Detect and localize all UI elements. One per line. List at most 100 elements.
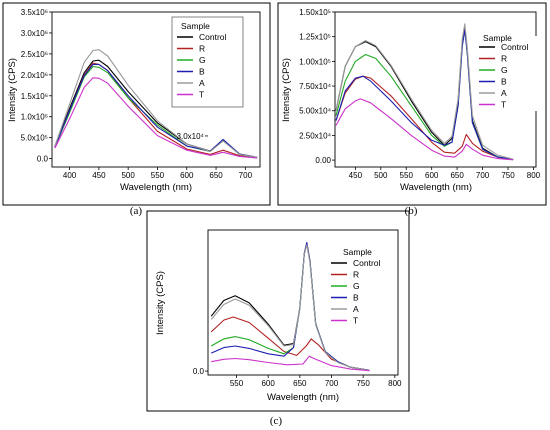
panel-c-x-tick-label: 800: [388, 379, 402, 388]
panel-a-legend-title: Sample: [181, 21, 210, 31]
panel-c-x-axis: 550 600 650 700 750 800: [230, 375, 402, 388]
panel-a-caption: (a): [130, 205, 143, 217]
panel-b-x-tick-label: 800: [527, 171, 541, 180]
panel-c-legend-label-control: Control: [353, 258, 381, 268]
panel-b-legend-title: Sample: [483, 33, 512, 43]
panel-a-y-tick-label: 2.0x10⁶: [21, 71, 48, 80]
panel-c-legend-label-r: R: [353, 270, 359, 280]
panel-c-x-tick-label: 600: [261, 379, 275, 388]
panel-b-x-axis: 450 500 550 600 650 700 750 800: [349, 167, 541, 180]
panel-a-y-axis: 0.0 5.0x10⁵ 1.0x10⁶ 1.5x10⁶ 2.0x10⁶ 2.5x10⁶ 3.…: [21, 8, 52, 164]
panel-a-series-b-line: [54, 63, 258, 158]
panel-b-x-tick-label: 650: [450, 171, 464, 180]
panel-a-legend-label-g: G: [199, 55, 206, 65]
panel-b-x-tick-label: 500: [374, 171, 388, 180]
panel-b-y-axis: 0.00 2.50x10⁴ 5.00x10⁴ 7.50x10⁴ 1.00x10⁵ 1.25…: [299, 8, 335, 165]
panel-c-x-tick-label: 750: [356, 379, 370, 388]
panel-b-legend-label-t: T: [501, 100, 506, 110]
panel-b-chart: 450 500 550 600 650 700 750 800 0.00 2.50x10⁴ 5.0…: [281, 8, 544, 217]
panel-b-x-tick-label: 550: [400, 171, 414, 180]
panel-b-legend-label-g: G: [501, 65, 508, 75]
panel-b-x-axis-label: Wavelength (nm): [400, 182, 472, 193]
panel-c-series-r-line: [210, 316, 370, 371]
panel-a-y-tick-label: 0.0: [37, 155, 49, 164]
panel-a-legend-label-r: R: [199, 44, 205, 54]
panel-a-y-tick-label: 1.5x10⁶: [21, 92, 48, 101]
panel-b-y-tick-label: 5.00x10⁴: [299, 107, 331, 116]
panel-b-series: [335, 23, 514, 161]
panel-a-x-tick-label: 550: [151, 171, 165, 180]
panel-b-y-tick-label: 1.00x10⁵: [299, 57, 331, 66]
panel-a-legend-label-control: Control: [199, 32, 227, 42]
panel-b-y-tick-label: 7.50x10⁴: [299, 82, 331, 91]
panel-c-legend-label-g: G: [353, 281, 360, 291]
panel-a-y-tick-label: 5.0x10⁵: [21, 134, 48, 143]
panel-c-x-tick-label: 700: [325, 379, 339, 388]
panel-b-y-tick-label: 1.25x10⁵: [299, 33, 331, 42]
panel-c-legend-label-a: A: [353, 304, 359, 314]
panel-c-x-tick-label: 550: [230, 379, 244, 388]
panel-c-caption: (c): [270, 415, 283, 427]
panel-a-y-axis-label: Intensity (CPS): [7, 58, 18, 122]
panel-b-series-t-line: [335, 98, 514, 161]
panel-b-y-tick-label: 2.50x10⁴: [299, 131, 331, 140]
panel-a-x-tick-label: 650: [209, 171, 223, 180]
panel-c-series-t-line: [211, 355, 370, 372]
panel-a-legend-label-b: B: [199, 67, 205, 77]
panel-b-x-tick-label: 700: [476, 171, 490, 180]
panel-a-legend-label-t: T: [199, 90, 204, 100]
panel-a-chart: 400 450 500 550 600 650 700 0.0 5.0x10⁵ 1.0x10⁶ 1…: [7, 8, 261, 217]
panel-b-frame: [277, 2, 547, 206]
panel-c-x-axis-label: Wavelength (nm): [267, 392, 339, 403]
panel-a-frame: [2, 2, 271, 206]
panel-c-legend-label-b: B: [353, 293, 359, 303]
panel-c-series: [210, 241, 370, 372]
panel-b-series-b-line: [335, 29, 514, 161]
panel-b-x-tick-label: 600: [425, 171, 439, 180]
panel-a-x-tick-label: 400: [63, 171, 77, 180]
panel-b-series-control-line: [335, 26, 514, 161]
panel-a-series-a-line: [54, 49, 258, 158]
panel-b-y-tick-label: 1.50x10⁵: [299, 8, 331, 17]
panel-a-legend-box: [171, 16, 244, 108]
panel-b-legend-label-b: B: [501, 77, 507, 87]
panel-a-x-axis-label: Wavelength (nm): [120, 182, 192, 193]
panel-b-y-tick-label: 0.00: [315, 156, 331, 165]
panel-a-series: [54, 49, 258, 159]
panel-a-y-tick-label: 3.5x10⁶: [21, 8, 48, 17]
panel-c-y-axis: 0.03.0x10⁴6.0x10⁴9.0x10⁴1.2x10⁵1.5x10⁵1.…: [177, 132, 208, 376]
panel-a-series-t-line: [54, 77, 258, 159]
panel-a-x-tick-label: 700: [239, 171, 253, 180]
panel-b-series-a-line: [335, 23, 514, 160]
panel-b-y-axis-label: Intensity (CPS): [281, 58, 292, 122]
panel-c-frame: [146, 210, 410, 412]
panel-a-x-tick-label: 450: [92, 171, 106, 180]
panel-b-x-tick-label: 750: [501, 171, 515, 180]
panel-a-x-axis: 400 450 500 550 600 650 700: [63, 167, 253, 180]
panel-a-x-tick-label: 500: [121, 171, 135, 180]
panel-a-legend-label-a: A: [199, 78, 205, 88]
panel-b-x-tick-label: 450: [349, 171, 363, 180]
panel-c-y-tick-label: 3.0x10⁴: [177, 132, 205, 141]
panel-b-legend-label-r: R: [501, 54, 507, 64]
panel-c-y-tick-label: 0.0: [193, 367, 205, 376]
panel-b-legend-label-a: A: [501, 88, 507, 98]
panel-b-legend-box: [474, 36, 544, 111]
panel-a-y-tick-label: 3.0x10⁶: [21, 29, 48, 38]
panel-a-y-tick-label: 1.0x10⁶: [21, 113, 48, 122]
panel-b-legend-label-control: Control: [501, 42, 529, 52]
panel-c-series-a-line: [210, 244, 370, 371]
panel-b-caption: (b): [405, 205, 418, 217]
panel-a-y-tick-label: 2.5x10⁶: [21, 50, 48, 59]
panel-c-legend-title: Sample: [343, 247, 372, 257]
panel-c-legend-label-t: T: [353, 316, 358, 326]
panel-c-x-tick-label: 650: [293, 379, 307, 388]
